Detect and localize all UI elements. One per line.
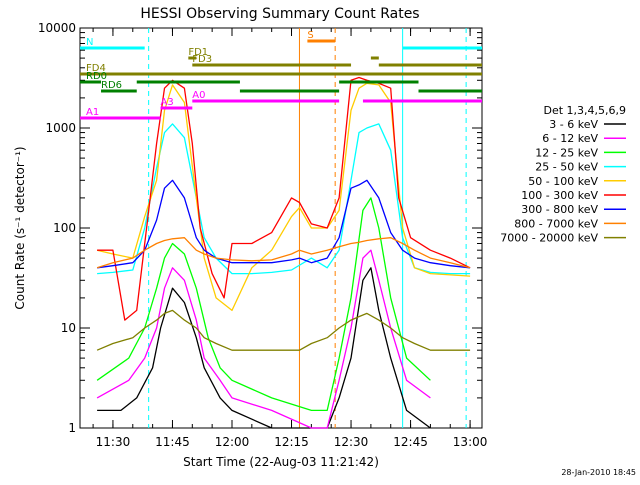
x-tick-label: 11:30 bbox=[96, 435, 131, 449]
legend-entry-label: 3 - 6 keV bbox=[549, 118, 598, 131]
x-tick-label: 11:45 bbox=[155, 435, 190, 449]
series-line bbox=[97, 267, 431, 429]
legend-entry-label: 50 - 100 keV bbox=[528, 175, 598, 188]
series-line bbox=[96, 249, 431, 429]
x-axis-label: Start Time (22-Aug-03 11:21:42) bbox=[183, 455, 379, 469]
x-tick-label: 12:30 bbox=[334, 435, 369, 449]
series-line bbox=[96, 237, 471, 269]
legend-entry-label: 800 - 7000 keV bbox=[514, 217, 598, 230]
series-group bbox=[96, 76, 471, 429]
chart-title: HESSI Observing Summary Count Rates bbox=[140, 6, 419, 22]
y-tick-label: 10000 bbox=[38, 21, 76, 35]
series-line bbox=[97, 179, 471, 269]
x-tick-label: 12:15 bbox=[274, 435, 309, 449]
legend-title: Det 1,3,4,5,6,9 bbox=[543, 104, 626, 117]
decimation-bar-label: RD6 bbox=[101, 80, 122, 91]
flare-flag-bar-label: FD1 bbox=[188, 47, 208, 58]
saa-flag-bar-label: S bbox=[307, 30, 313, 41]
x-tick-label: 12:00 bbox=[215, 435, 250, 449]
flare-flag-bar-label: FD4 bbox=[86, 63, 106, 74]
legend-entry-label: 300 - 800 keV bbox=[521, 203, 598, 216]
legend-entry-label: 6 - 12 keV bbox=[542, 132, 598, 145]
decimation-bar-label: RD0 bbox=[86, 71, 107, 82]
series-line bbox=[96, 197, 431, 412]
y-tick-label: 10 bbox=[61, 321, 76, 335]
night-flag-bar-label: N bbox=[86, 37, 93, 48]
y-tick-label: 1 bbox=[68, 421, 76, 435]
timestamp: 28-Jan-2010 18:45 bbox=[561, 468, 636, 477]
y-axis-label: Count Rate (s⁻¹ detector⁻¹) bbox=[13, 146, 27, 309]
attenuator-bar-label: A1 bbox=[86, 107, 99, 118]
x-tick-label: 13:00 bbox=[453, 435, 488, 449]
legend-entry-label: 100 - 300 keV bbox=[521, 189, 598, 202]
attenuator-bar-label: A3 bbox=[161, 97, 174, 108]
tick-group: 11:30 11:45 12:00 12:15 12:30 12:45 13:00 1 10 10… bbox=[38, 21, 488, 449]
x-tick-label: 12:45 bbox=[393, 435, 428, 449]
flare-flag-bar-label: FD3 bbox=[192, 54, 212, 65]
y-tick-label: 1000 bbox=[45, 121, 76, 135]
series-line bbox=[96, 309, 471, 351]
legend-entry-label: 12 - 25 keV bbox=[535, 146, 598, 159]
attenuator-bar-label: A0 bbox=[192, 90, 205, 101]
legend-entry-label: 25 - 50 keV bbox=[535, 161, 598, 174]
legend-entry-label: 7000 - 20000 keV bbox=[500, 232, 598, 245]
y-tick-label: 100 bbox=[53, 221, 76, 235]
series-line bbox=[97, 76, 471, 321]
